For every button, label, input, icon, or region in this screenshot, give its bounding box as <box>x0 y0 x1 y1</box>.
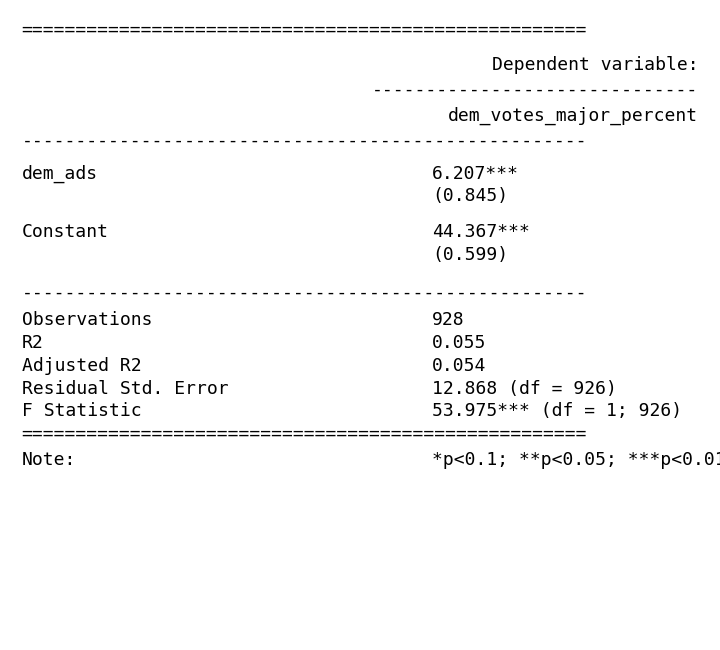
Text: 44.367***: 44.367*** <box>432 223 530 241</box>
Text: dem_votes_major_percent: dem_votes_major_percent <box>449 107 698 125</box>
Text: Residual Std. Error: Residual Std. Error <box>22 380 228 398</box>
Text: 12.868 (df = 926): 12.868 (df = 926) <box>432 380 617 398</box>
Text: 6.207***: 6.207*** <box>432 164 519 183</box>
Text: Observations: Observations <box>22 311 152 330</box>
Text: ====================================================: ========================================… <box>22 425 587 443</box>
Text: dem_ads: dem_ads <box>22 164 98 183</box>
Text: (0.599): (0.599) <box>432 246 508 264</box>
Text: ----------------------------------------------------: ----------------------------------------… <box>22 132 587 150</box>
Text: R2: R2 <box>22 334 43 352</box>
Text: (0.845): (0.845) <box>432 187 508 205</box>
Text: ====================================================: ========================================… <box>22 20 587 38</box>
Text: *p<0.1; **p<0.05; ***p<0.01: *p<0.1; **p<0.05; ***p<0.01 <box>432 450 720 469</box>
Text: ------------------------------: ------------------------------ <box>372 81 698 99</box>
Text: 928: 928 <box>432 311 464 330</box>
Text: F Statistic: F Statistic <box>22 402 141 421</box>
Text: 0.054: 0.054 <box>432 357 487 375</box>
Text: Note:: Note: <box>22 450 76 469</box>
Text: Constant: Constant <box>22 223 109 241</box>
Text: 0.055: 0.055 <box>432 334 487 352</box>
Text: Adjusted R2: Adjusted R2 <box>22 357 141 375</box>
Text: Dependent variable:: Dependent variable: <box>492 56 698 74</box>
Text: 53.975*** (df = 1; 926): 53.975*** (df = 1; 926) <box>432 402 682 421</box>
Text: ----------------------------------------------------: ----------------------------------------… <box>22 283 587 302</box>
